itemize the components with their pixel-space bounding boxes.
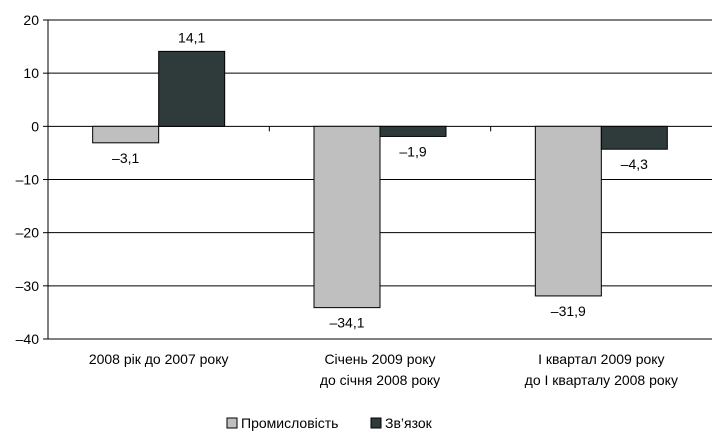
data-label: –31,9 [551, 303, 586, 319]
category-label: Січень 2009 року [324, 351, 435, 367]
data-label: –1,9 [399, 143, 426, 159]
y-axis: 20 10 0 –10 –20 –30 –40 [16, 12, 49, 347]
y-tick-label: 10 [23, 65, 39, 81]
y-tick-label: 20 [23, 12, 39, 28]
data-label: 14,1 [178, 29, 205, 45]
data-label: –34,1 [329, 315, 364, 331]
bar [379, 125, 447, 137]
category-label: до січня 2008 року [320, 372, 440, 388]
x-axis: 2008 рік до 2007 року Січень 2009 року до … [89, 126, 678, 388]
bar [313, 125, 381, 309]
bar [158, 50, 226, 127]
y-tick-label: –10 [16, 172, 40, 188]
bars [92, 50, 668, 309]
legend-label: Промисловість [241, 415, 338, 431]
category-label: до І кварталу 2008 року [525, 372, 678, 388]
y-tick-label: –30 [16, 278, 40, 294]
data-label: –3,1 [112, 150, 139, 166]
legend-swatch [370, 417, 382, 429]
y-tick-label: –40 [16, 331, 40, 347]
legend-swatch [226, 417, 238, 429]
legend: Промисловість Зв’язок [226, 415, 433, 431]
bar [600, 125, 668, 150]
y-tick-label: 0 [31, 118, 39, 134]
category-label: 2008 рік до 2007 року [89, 351, 229, 367]
bar [92, 125, 160, 144]
category-label: І квартал 2009 року [538, 351, 664, 367]
bar [534, 125, 602, 297]
legend-label: Зв’язок [385, 415, 433, 431]
y-tick-label: –20 [16, 225, 40, 241]
data-labels: –3,1 14,1 –34,1 –1,9 –31,9 –4,3 [112, 29, 648, 330]
data-label: –4,3 [621, 156, 648, 172]
